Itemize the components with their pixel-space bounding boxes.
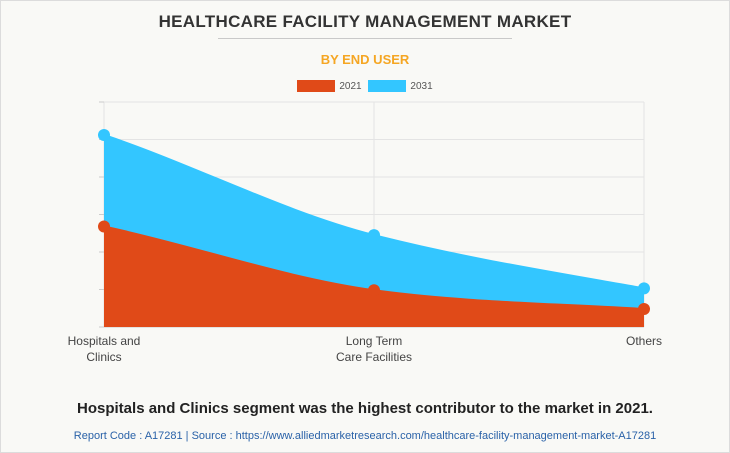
legend-swatch-2031	[368, 80, 407, 92]
legend-swatch-2021	[297, 80, 336, 92]
source-line[interactable]: Report Code : A17281 | Source : https://…	[73, 430, 657, 442]
legend-item-2021[interactable]: 2021	[297, 80, 362, 92]
chart-subtitle: BY END USER	[320, 52, 410, 67]
point-2031-1	[368, 229, 380, 242]
chart-title: HEALTHCARE FACILITY MANAGEMENT MARKET	[158, 12, 572, 31]
area-chart: Hospitals and Clinics Long Term Care Facili…	[68, 101, 662, 364]
x-tick-label-2: Others	[626, 334, 662, 348]
legend-item-2031[interactable]: 2031	[368, 80, 433, 92]
point-2021-0	[98, 220, 110, 233]
chart-summary: Hospitals and Clinics segment was the hi…	[77, 400, 653, 417]
point-2021-2	[638, 303, 650, 315]
area-2021	[104, 226, 644, 327]
x-tick-label-1: Long Term Care Facilities	[336, 334, 412, 364]
x-tick-label-0: Hospitals and Clinics	[68, 334, 141, 364]
point-2021-1	[368, 284, 380, 297]
chart-legend: 2021 2031	[0, 80, 730, 95]
legend-label-2021: 2021	[339, 80, 362, 92]
legend-label-2031: 2031	[410, 80, 433, 92]
point-2031-2	[638, 282, 650, 295]
title-divider	[218, 38, 512, 39]
point-2031-0	[98, 129, 110, 141]
